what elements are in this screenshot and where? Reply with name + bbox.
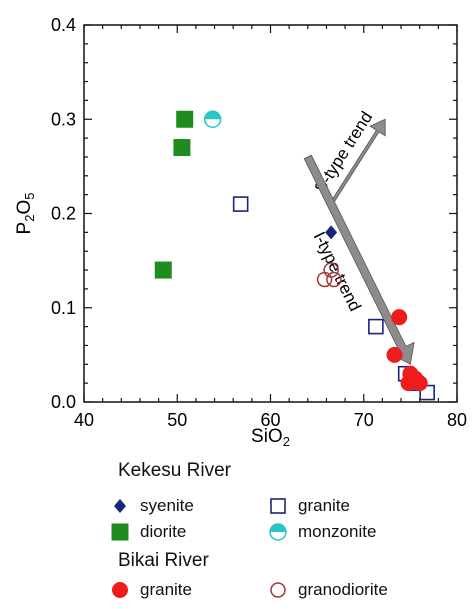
legend-item-diorite: diorite — [110, 522, 186, 542]
legend-item-label: diorite — [140, 522, 187, 541]
bikai-granite-point — [411, 375, 428, 392]
x-axis-label: SiO2 — [251, 426, 290, 449]
y-tick-label: 0.1 — [51, 298, 76, 318]
legend-item-label: monzonite — [298, 522, 377, 541]
kekesu-granite-point — [232, 196, 249, 212]
legend-item-label: granite — [140, 580, 192, 599]
bikai-granite-point — [391, 309, 408, 326]
legend-item-syenite: syenite — [110, 496, 194, 516]
legend-item-label: granodiorite — [298, 580, 388, 599]
kekesu-syenite-point — [325, 225, 338, 240]
kekesu-monzonite-point — [203, 110, 222, 128]
i-type-trend-label: I-type trend — [310, 229, 365, 315]
legend-marker — [269, 523, 287, 541]
bikai-granodiorite-point — [326, 271, 342, 288]
legend-item-granite: granite — [268, 496, 350, 516]
circle-filled-marker-icon — [112, 582, 128, 598]
s-type-trend-arrow — [329, 118, 386, 206]
kekesu-diorite-point — [173, 139, 191, 157]
bikai-granodiorite-point — [323, 262, 339, 278]
square-filled-marker-icon — [111, 523, 129, 541]
legend-item-granite: granite — [110, 580, 192, 600]
y-tick-label: 0.0 — [51, 392, 76, 412]
circle-half-marker-icon — [269, 523, 287, 541]
x-tick-label: 70 — [354, 410, 374, 430]
legend-marker — [112, 582, 128, 598]
y-tick-label: 0.2 — [51, 204, 76, 224]
legend-group-title: Bikai River — [118, 550, 209, 571]
legend-item-monzonite: monzonite — [268, 522, 376, 542]
legend-group-title: Kekesu River — [118, 460, 231, 481]
kekesu-diorite-point — [176, 110, 194, 128]
x-tick-label: 80 — [447, 410, 467, 430]
data-points — [154, 110, 435, 401]
kekesu-granite-point — [368, 318, 384, 335]
legend-marker — [270, 498, 286, 514]
y-tick-label: 0.3 — [51, 109, 76, 129]
bikai-granite-point — [386, 346, 403, 363]
legend-marker — [111, 523, 129, 541]
y-tick-label: 0.4 — [51, 15, 76, 35]
i-type-trend-arrow — [303, 154, 415, 365]
legend-item-label: syenite — [140, 496, 194, 515]
x-tick-label: 40 — [74, 410, 94, 430]
scatter-chart: 40 50 60 70 80 0.0 0.1 0.2 0.3 0.4 S-type trendI-… — [14, 15, 467, 449]
y-axis-label: P2O5 — [14, 193, 37, 235]
legend-marker — [270, 582, 286, 598]
legend-item-label: granite — [298, 496, 350, 515]
legend-item-granodiorite: granodiorite — [268, 580, 388, 600]
x-tick-label: 50 — [167, 410, 187, 430]
axis-tick-labels: 40 50 60 70 80 0.0 0.1 0.2 0.3 0.4 — [51, 15, 467, 430]
square-open-marker-icon — [270, 498, 286, 514]
circle-open-marker-icon — [270, 582, 286, 598]
legend-marker — [114, 499, 126, 513]
kekesu-diorite-point — [154, 261, 172, 279]
x-tick-label: 60 — [260, 410, 280, 430]
diamond-filled-marker-icon — [114, 499, 126, 513]
